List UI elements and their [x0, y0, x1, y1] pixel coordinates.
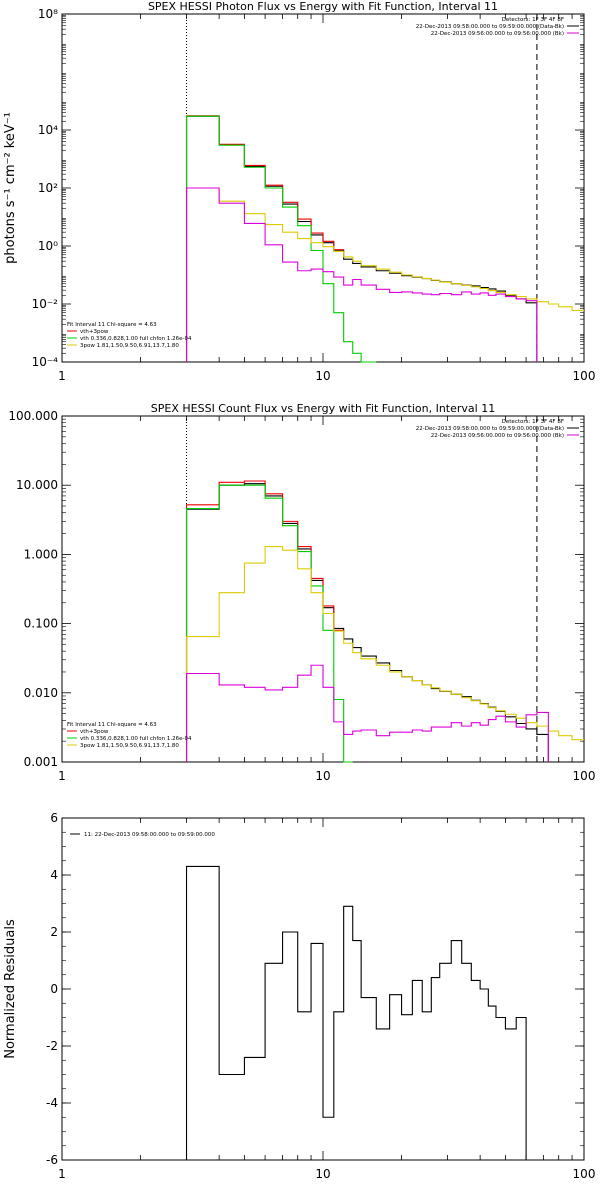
y-axis-label: Normalized Residuals [3, 919, 18, 1059]
x-tick-label: 10 [315, 369, 330, 383]
y-tick-label: 10.000 [16, 478, 58, 492]
series-vth [185, 484, 353, 763]
legend-bottom-text: vth+3pow [80, 329, 109, 335]
chart-title: SPEX HESSI Photon Flux vs Energy with Fi… [148, 0, 498, 13]
y-tick-label: 10⁸ [38, 7, 58, 21]
series-data [185, 115, 538, 362]
y-tick-label: 10⁻² [32, 297, 59, 311]
panel-1: SPEX HESSI Photon Flux vs Energy with Fi… [3, 0, 595, 383]
y-tick-label: -6 [46, 1153, 58, 1167]
legend-top-text: 22-Dec-2013 09:56:00.000 to 09:56:00.000… [431, 31, 564, 37]
legend-top-text: Detectors: 1F 3F 4F 8F [502, 17, 564, 23]
legend-text: 11: 22-Dec-2013 09:58:00.000 to 09:59:00… [84, 832, 215, 838]
y-tick-label: 100.000 [8, 409, 58, 423]
series-total [185, 480, 344, 762]
y-tick-label: 2 [50, 925, 58, 939]
y-tick-label: 4 [50, 868, 58, 882]
y-tick-label: 1.000 [24, 547, 58, 561]
series-pow [185, 187, 584, 362]
y-tick-label: 0.001 [24, 755, 58, 769]
y-tick-label: 6 [50, 811, 58, 825]
legend-bottom-text: vth+3pow [80, 729, 109, 735]
y-tick-label: -4 [46, 1096, 58, 1110]
y-tick-label: 0.100 [24, 617, 58, 631]
legend-top-text: Detectors: 1F 3F 4F 8F [502, 419, 564, 425]
panel-3: 1 10 100 -6 -4 -2 0 2 4 6 Normalized Residuals 11: … [3, 811, 595, 1181]
x-tick-label: 1 [58, 369, 66, 383]
y-tick-label: 10⁴ [38, 123, 58, 137]
legend-top-text: 22-Dec-2013 09:58:00.000 to 09:59:00.000… [416, 24, 564, 30]
x-tick-label: 100 [573, 769, 596, 783]
y-tick-label: 10⁰ [38, 239, 58, 253]
legend-top-text: 22-Dec-2013 09:58:00.000 to 09:59:00.000… [416, 426, 564, 432]
panel-2: SPEX HESSI Count Flux vs Energy with Fit… [8, 402, 595, 783]
x-tick-label: 1 [58, 769, 66, 783]
x-tick-label: 1 [58, 1167, 66, 1181]
series-pow [185, 545, 584, 762]
legend-bottom-text: vth 0.336,0.828,1.00 full chfon 1.26e-04 [80, 736, 192, 742]
y-tick-label: -2 [46, 1039, 58, 1053]
y-tick-label: 10⁻⁴ [32, 355, 59, 369]
legend-bottom-text: 3pow 1.81,1.50,9.50,6.91,13.7,1.80 [80, 343, 179, 349]
legend-bottom-text: vth 0.336,0.828,1.00 full chfon 1.26e-04 [80, 336, 192, 342]
y-tick-label: 0 [50, 982, 58, 996]
legend-bottom-text: Fit Interval 11 Chi-square = 4.63 [67, 722, 157, 728]
y-tick-label: 0.010 [24, 686, 58, 700]
legend-bottom-text: 3pow 1.81,1.50,9.50,6.91,13.7,1.80 [80, 743, 179, 749]
series-bk [185, 664, 549, 762]
series-vth [185, 115, 377, 363]
series-bk [185, 187, 538, 362]
y-axis-label: photons s⁻¹ cm⁻² keV⁻¹ [3, 112, 18, 264]
x-tick-label: 100 [573, 369, 596, 383]
x-tick-label: 10 [315, 1167, 330, 1181]
series-residuals [185, 865, 537, 1161]
plot-frame [61, 13, 585, 363]
series-data [185, 483, 549, 762]
legend-top-text: 22-Dec-2013 09:56:00.000 to 09:56:00.000… [431, 433, 564, 439]
legend-bottom-text: Fit Interval 11 Chi-square = 4.63 [67, 322, 157, 328]
y-tick-label: 10² [38, 181, 58, 195]
chart-title: SPEX HESSI Count Flux vs Energy with Fit… [151, 402, 495, 415]
x-tick-label: 10 [315, 769, 330, 783]
x-tick-label: 100 [573, 1167, 596, 1181]
